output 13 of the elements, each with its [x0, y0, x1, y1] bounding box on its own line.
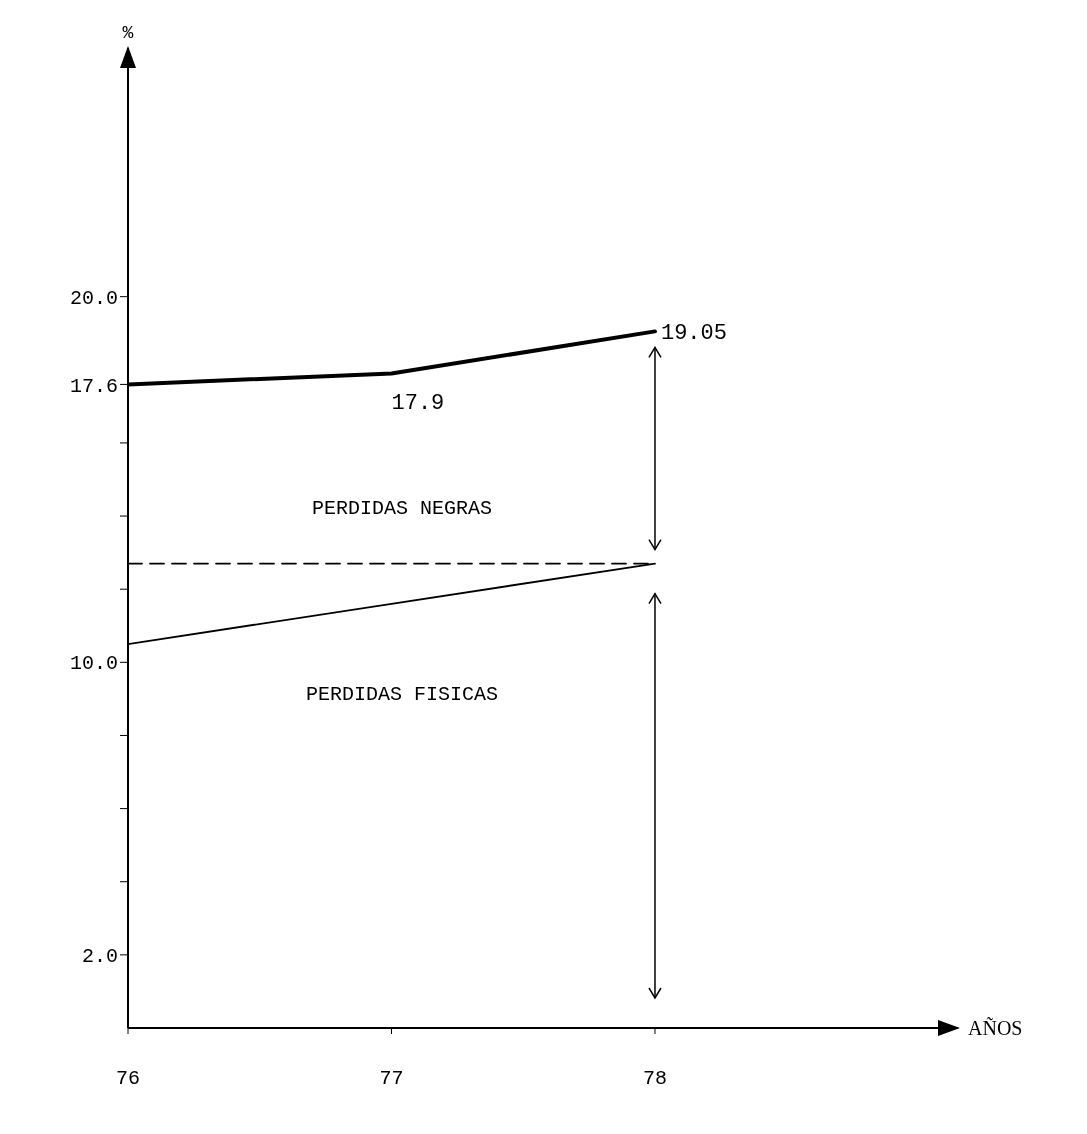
x-axis-title: AÑOS [968, 1016, 1023, 1039]
annotation: PERDIDAS FISICAS [305, 682, 498, 706]
y-tick-label: 10.0 [69, 652, 118, 676]
annotation: PERDIDAS NEGRAS [311, 496, 492, 520]
data-label: 19.05 [660, 321, 727, 347]
x-tick-label: 76 [115, 1067, 141, 1091]
y-tick-label: 17.6 [69, 374, 118, 398]
y-tick-label: 2.0 [81, 944, 118, 968]
y-axis-title: % [122, 23, 134, 43]
x-tick-label: 78 [642, 1067, 667, 1091]
y-tick-label: 20.0 [69, 286, 118, 310]
data-label: 17.9 [391, 391, 445, 417]
x-tick-label: 77 [379, 1067, 404, 1091]
